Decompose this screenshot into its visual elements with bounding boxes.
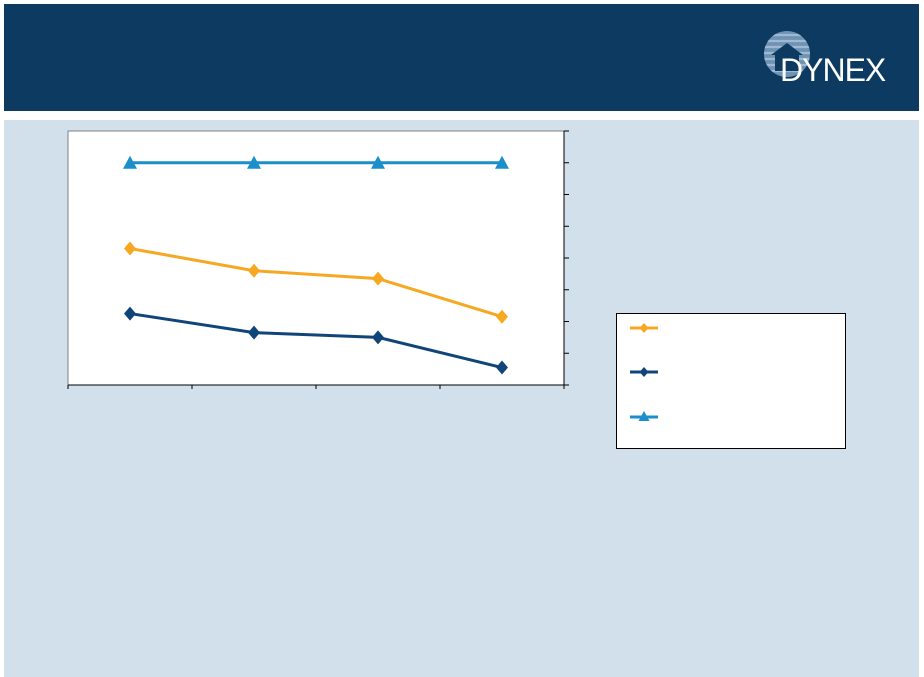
legend-swatch-marker — [639, 323, 649, 333]
plot-area — [67, 130, 565, 386]
legend-item — [629, 407, 829, 427]
legend-swatch-marker — [638, 411, 650, 421]
legend-swatch — [630, 367, 658, 377]
data-point-marker — [495, 155, 509, 169]
logo-text: DYNEX — [780, 52, 886, 88]
data-point-marker — [124, 241, 136, 256]
data-point-marker — [371, 155, 385, 169]
legend-item — [629, 362, 829, 382]
legend-swatch — [630, 411, 658, 421]
data-point-marker — [496, 309, 508, 324]
chart-axes — [67, 130, 569, 389]
line-chart — [67, 130, 569, 389]
data-point-marker — [248, 263, 260, 278]
chart-legend — [616, 313, 846, 449]
series-line — [129, 246, 503, 319]
data-point-marker — [247, 155, 261, 169]
series-line — [129, 312, 503, 369]
legend-swatch — [630, 323, 658, 333]
legend-swatch-marker — [639, 367, 649, 377]
dynex-house-icon — [764, 31, 810, 77]
content-area — [4, 120, 919, 677]
data-point-marker — [123, 155, 137, 169]
data-point-marker — [372, 330, 384, 345]
data-point-marker — [248, 325, 260, 340]
legend-item — [629, 318, 829, 338]
data-point-marker — [496, 360, 508, 375]
series-layer — [123, 155, 509, 375]
data-point-marker — [372, 271, 384, 286]
data-point-marker — [124, 306, 136, 321]
